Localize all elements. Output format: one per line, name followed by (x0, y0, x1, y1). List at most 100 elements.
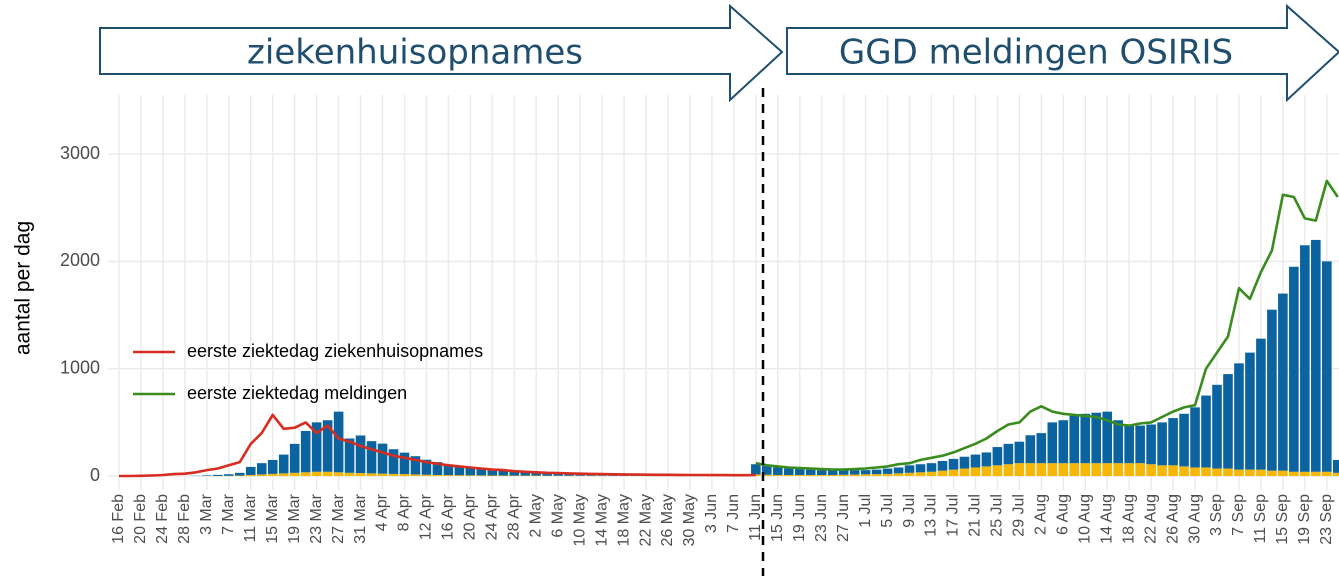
x-tick-label: 13 Jul (923, 494, 940, 537)
x-tick-label: 15 Sep (1274, 494, 1291, 545)
bar (1168, 418, 1178, 466)
bar (1058, 463, 1069, 477)
y-tick-label: 3000 (60, 143, 100, 163)
bar (882, 468, 893, 474)
bar (1256, 469, 1266, 477)
bar (344, 472, 355, 477)
bar (1146, 424, 1156, 465)
bar (289, 472, 300, 477)
x-tick-label: 14 May (593, 494, 610, 546)
bar (454, 475, 465, 477)
bar (267, 473, 278, 477)
bar (1311, 471, 1321, 477)
bar (1223, 374, 1233, 469)
bar (751, 464, 761, 475)
x-tick-label: 28 Apr (505, 493, 522, 540)
bar (1212, 468, 1222, 477)
annotation: ziekenhuisopnames (247, 33, 583, 73)
bar (213, 474, 223, 476)
bar (915, 472, 926, 477)
x-tick-label: 7 Mar (220, 493, 237, 535)
bar (1102, 411, 1112, 464)
bar (366, 473, 377, 477)
bar (1190, 467, 1200, 477)
bar (498, 475, 509, 477)
bar (1003, 464, 1014, 477)
bar (948, 458, 959, 470)
bar (355, 435, 366, 474)
bar (542, 472, 553, 476)
bar (805, 474, 816, 477)
bar (1080, 413, 1091, 464)
bar (311, 471, 322, 477)
bar (377, 473, 388, 477)
bar (311, 422, 322, 472)
bar (245, 474, 256, 477)
bar (1113, 420, 1123, 464)
bar (992, 465, 1003, 477)
x-tick-label: 20 Apr (462, 493, 479, 540)
bar (256, 463, 267, 475)
x-tick-label: 27 Jun (835, 494, 852, 542)
bar (377, 443, 388, 474)
bar (322, 420, 333, 472)
arrow (99, 3, 784, 103)
bar (783, 468, 794, 475)
x-tick-label: 30 Aug (1186, 494, 1203, 544)
bar (1201, 395, 1211, 468)
x-tick-label: 17 Jul (945, 494, 962, 537)
bar (816, 474, 827, 477)
bar (937, 470, 948, 477)
bar (1124, 463, 1134, 477)
bar (487, 475, 498, 477)
bar (289, 443, 300, 473)
bar (498, 470, 509, 476)
x-tick-label: 21 Jul (967, 494, 984, 537)
bar (959, 468, 970, 477)
bar (476, 475, 487, 477)
bar (773, 467, 783, 475)
x-tick-label: 26 Aug (1164, 494, 1181, 544)
x-tick-label: 8 Apr (396, 493, 413, 531)
bar (333, 411, 344, 473)
x-tick-label: 3 Jun (703, 494, 720, 533)
bar (1234, 469, 1244, 477)
bar (827, 474, 838, 477)
bar (762, 465, 772, 475)
bar (838, 474, 849, 477)
x-tick-label: 22 May (637, 494, 654, 546)
bar (904, 472, 915, 477)
y-tick-label: 1000 (60, 357, 100, 377)
x-tick-label: 24 Apr (484, 493, 501, 540)
bar (267, 459, 278, 474)
x-tick-label: 6 Aug (1054, 494, 1071, 535)
line (755, 179, 1339, 471)
bar (1091, 463, 1102, 477)
annotation: GGD meldingen OSIRIS (839, 33, 1233, 73)
bar (388, 473, 399, 477)
bar (443, 475, 454, 477)
bar (849, 474, 860, 477)
bar (1113, 463, 1123, 477)
bar (1234, 363, 1244, 470)
bar (762, 474, 772, 477)
x-tick-label: 7 Jun (725, 494, 742, 533)
bar (465, 467, 476, 476)
bar (1157, 465, 1167, 477)
bar (344, 438, 355, 473)
bar (1069, 463, 1080, 477)
bar (1102, 463, 1112, 477)
bar (1201, 467, 1211, 477)
x-tick-label: 19 Mar (286, 493, 303, 543)
bar (234, 472, 245, 476)
x-tick-label: 19 Sep (1296, 494, 1313, 545)
line (119, 413, 756, 478)
bar (1179, 466, 1189, 477)
bar (915, 464, 926, 473)
bar (1212, 384, 1222, 469)
x-tick-label: 10 May (571, 494, 588, 546)
bar (487, 469, 498, 476)
bar (432, 474, 443, 477)
x-tick-label: 23 Sep (1318, 494, 1335, 545)
